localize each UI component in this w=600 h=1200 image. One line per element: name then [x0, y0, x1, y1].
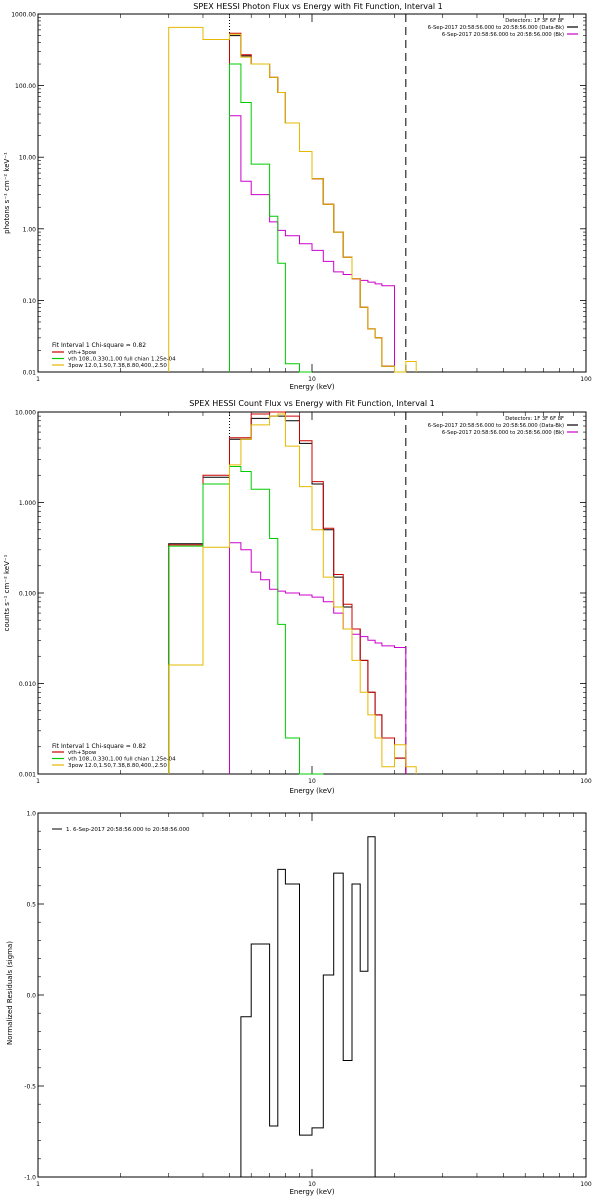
y-tick-label: 0.01 — [23, 370, 37, 377]
info-line: 6-Sep-2017 20:58:56.000 to 20:58:56.000 … — [442, 430, 564, 436]
legend-label: 1. 6-Sep-2017 20:58:56.000 to 20:58:56.0… — [66, 827, 190, 833]
y-tick-label: 10.00 — [19, 155, 36, 162]
count-flux-panel: SPEX HESSI Count Flux vs Energy with Fit… — [3, 399, 592, 795]
series-line — [229, 542, 407, 774]
series-line — [229, 35, 395, 372]
plot-frame — [37, 13, 587, 373]
y-axis-label: photons s⁻¹ cm⁻² keV⁻¹ — [3, 152, 11, 234]
x-axis-label: Energy (keV) — [289, 1188, 334, 1196]
y-axis-label: Normalized Residuals (sigma) — [6, 941, 14, 1045]
info-line: 6-Sep-2017 20:58:56.000 to 20:58:56.000 … — [442, 32, 564, 38]
chart-title: SPEX HESSI Count Flux vs Energy with Fit… — [189, 399, 434, 408]
fit-info: Fit Interval 1 Chi-square = 0.82 — [52, 342, 146, 349]
x-tick-label: 1 — [36, 778, 40, 785]
y-ticks: 0.01 0.10 1.00 10.00 100.00 1000.00 — [11, 12, 586, 377]
y-tick-label: 0.001 — [19, 772, 36, 779]
y-tick-label: 1.0 — [26, 811, 36, 818]
series-line — [168, 411, 407, 774]
y-axis-label: counts s⁻¹ cm⁻² keV⁻¹ — [3, 554, 11, 631]
info-line: Detectors: 1F 3F 6F 8F — [505, 416, 564, 422]
y-ticks: -1.0 -0.5 0.0 0.5 1.0 — [24, 811, 586, 1182]
plot-frame — [37, 812, 587, 1178]
series-group — [168, 411, 417, 775]
y-tick-label: 10.000 — [15, 410, 36, 417]
y-tick-label: 100.00 — [15, 83, 36, 90]
legend-label: vth+3pow — [68, 350, 97, 356]
legend-label: vth 108.,0.330,1.00 full chian 1.25e-04 — [68, 357, 176, 363]
x-tick-label: 100 — [580, 1181, 592, 1188]
y-tick-label: 0.100 — [19, 591, 36, 598]
fit-info: Fit Interval 1 Chi-square = 0.82 — [52, 743, 146, 750]
x-ticks: 1 10 100 — [36, 412, 592, 785]
y-tick-label: 1000.00 — [11, 12, 36, 19]
vertical-markers — [229, 412, 407, 774]
y-ticks: 0.001 0.010 0.100 1.000 10.000 — [15, 410, 586, 779]
x-tick-label: 1 — [36, 1181, 40, 1188]
y-tick-label: 0.0 — [26, 993, 36, 1000]
info-top: Detectors: 1F 3F 6F 8F6-Sep-2017 20:58:5… — [428, 18, 578, 38]
info-line: Detectors: 1F 3F 6F 8F — [505, 18, 564, 24]
legend-top: 1. 6-Sep-2017 20:58:56.000 to 20:58:56.0… — [52, 827, 190, 833]
legend-label: vth+3pow — [68, 750, 97, 756]
series-group — [240, 836, 376, 1177]
x-ticks: 1 10 100 — [36, 14, 592, 383]
series-group — [168, 26, 417, 373]
vertical-markers — [229, 14, 407, 372]
series-line — [168, 26, 417, 373]
photon-flux-panel: SPEX HESSI Photon Flux vs Energy with Fi… — [3, 2, 592, 391]
x-ticks: 1 10 100 — [36, 813, 592, 1188]
y-tick-label: 0.010 — [19, 681, 36, 688]
y-tick-label: -0.5 — [24, 1084, 36, 1091]
legend-label: 3pow 12.0,1.50,7.38,8.80,400.,2.50 — [68, 363, 167, 369]
x-tick-label: 10 — [308, 1181, 316, 1188]
series-line — [229, 32, 395, 372]
y-tick-label: 1.000 — [19, 500, 36, 507]
series-line — [240, 836, 376, 1177]
legend-label: vth 108.,0.330,1.00 full chian 1.25e-04 — [68, 757, 176, 763]
x-axis-label: Energy (keV) — [289, 787, 334, 795]
series-line — [229, 63, 312, 373]
x-axis-label: Energy (keV) — [289, 383, 334, 391]
residuals-panel: -1.0 -0.5 0.0 0.5 1.0 1 10 100 Normalized Resi… — [6, 811, 592, 1197]
y-tick-label: 1.00 — [23, 226, 37, 233]
info-line: 6-Sep-2017 20:58:56.000 to 20:58:56.000 … — [428, 25, 564, 31]
x-tick-label: 100 — [580, 376, 592, 383]
info-top: Detectors: 1F 3F 6F 8F6-Sep-2017 20:58:5… — [428, 416, 578, 436]
series-line — [168, 466, 324, 775]
x-tick-label: 10 — [308, 376, 316, 383]
y-tick-label: 0.10 — [23, 298, 37, 305]
series-line — [168, 413, 417, 774]
y-tick-label: -1.0 — [24, 1175, 36, 1182]
x-tick-label: 10 — [308, 778, 316, 785]
series-line — [229, 115, 395, 372]
x-tick-label: 1 — [36, 376, 40, 383]
legend-label: 3pow 12.0,1.50,7.38,8.80,400.,2.50 — [68, 763, 167, 769]
info-line: 6-Sep-2017 20:58:56.000 to 20:58:56.000 … — [428, 423, 564, 429]
series-line — [168, 415, 407, 774]
y-tick-label: 0.5 — [26, 902, 36, 909]
x-tick-label: 100 — [580, 778, 592, 785]
chart-title: SPEX HESSI Photon Flux vs Energy with Fi… — [193, 2, 443, 11]
